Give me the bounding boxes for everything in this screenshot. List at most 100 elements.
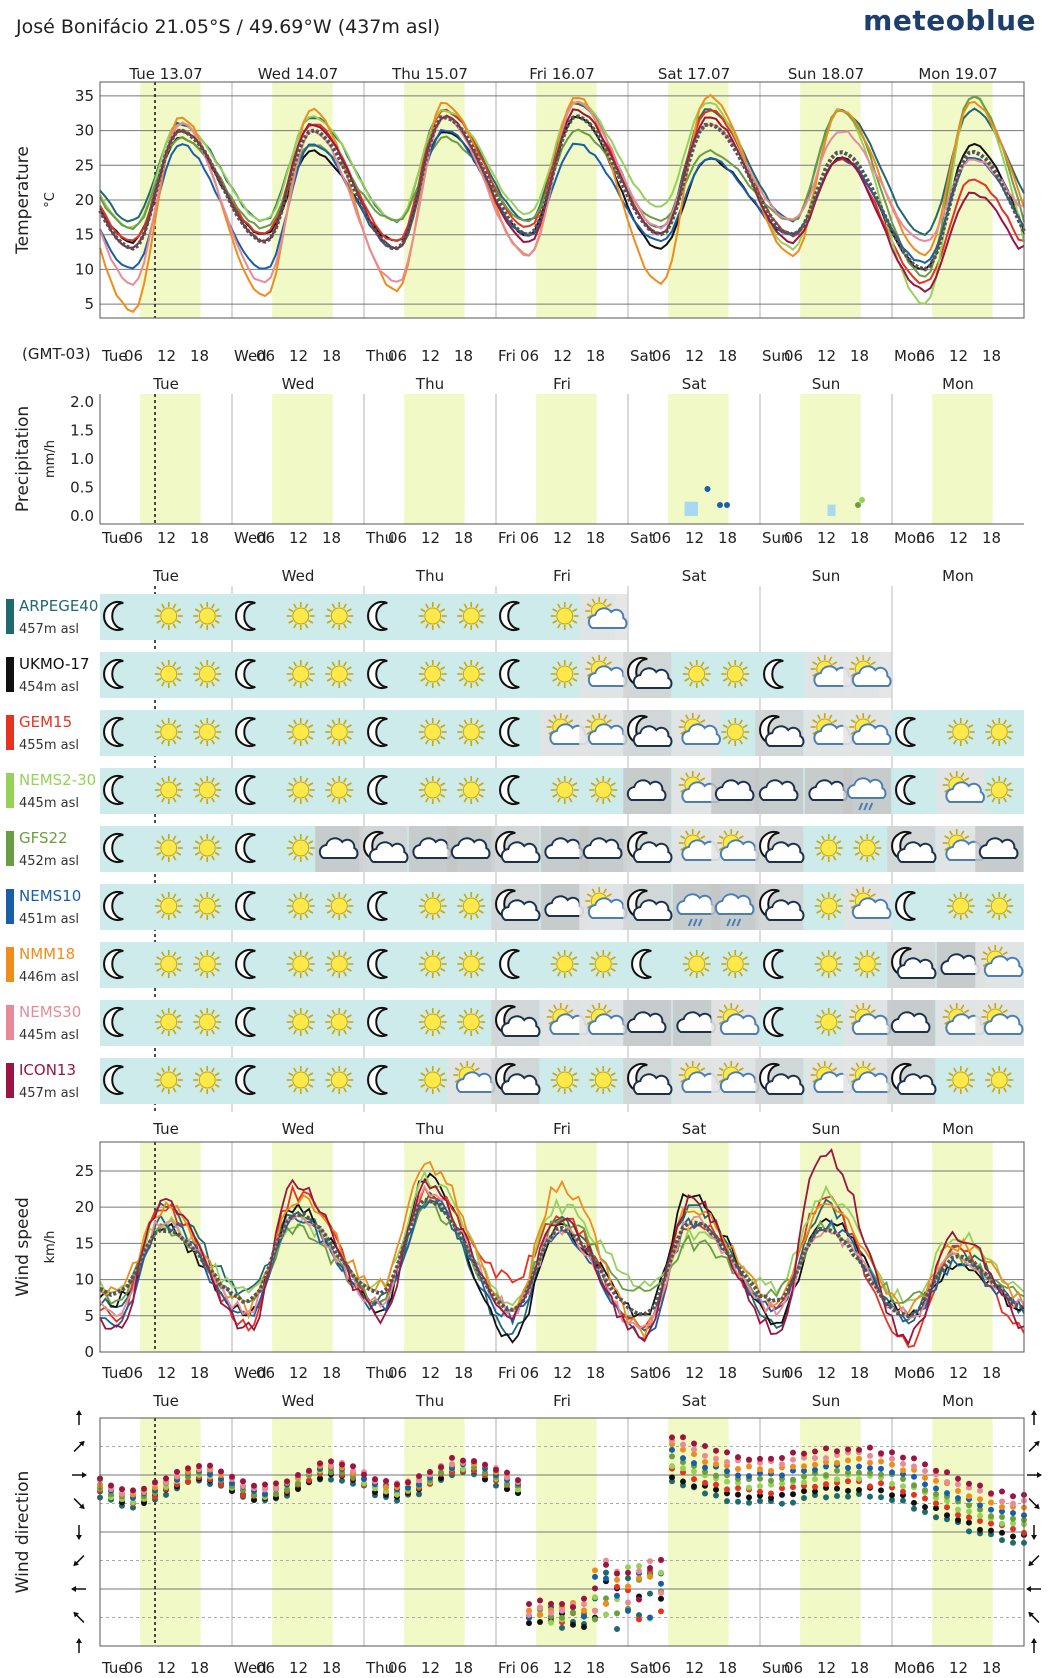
wind-direction-point bbox=[647, 1558, 653, 1565]
model-elevation-label: 457m asl bbox=[19, 1086, 79, 1101]
sun-icon bbox=[154, 776, 183, 804]
wind-direction-arrow-icon bbox=[73, 1555, 85, 1567]
cloud-icon bbox=[632, 1073, 673, 1095]
wind-direction-point bbox=[768, 1490, 774, 1497]
wind-direction-point bbox=[537, 1619, 543, 1626]
wind-direction-point bbox=[1010, 1493, 1016, 1500]
sun-icon bbox=[286, 718, 315, 746]
sun-icon bbox=[154, 1008, 183, 1036]
sun-icon bbox=[193, 892, 222, 920]
wind-direction-point bbox=[625, 1575, 631, 1582]
x-day-tick: Wed bbox=[234, 529, 267, 547]
wind-direction-point bbox=[317, 1460, 323, 1467]
sun-icon bbox=[193, 950, 222, 978]
x-hour-tick: 18 bbox=[190, 347, 209, 365]
wind-direction-point bbox=[856, 1455, 862, 1462]
cloud-icon bbox=[632, 899, 673, 921]
wind-direction-point bbox=[900, 1467, 906, 1474]
rain-icon bbox=[692, 918, 698, 927]
x-day-tick: Sun bbox=[762, 1364, 791, 1382]
wind-direction-point bbox=[768, 1477, 774, 1484]
sun-icon bbox=[286, 776, 315, 804]
x-hour-tick: 12 bbox=[817, 1364, 836, 1382]
wind-direction-point bbox=[867, 1452, 873, 1459]
cloud-icon bbox=[890, 1011, 931, 1033]
x-hour-tick: 12 bbox=[157, 1659, 176, 1677]
sun-icon bbox=[550, 950, 579, 978]
sun-icon bbox=[682, 660, 711, 688]
wind-direction-point bbox=[867, 1444, 873, 1451]
wind-direction-point bbox=[999, 1488, 1005, 1495]
x-day-tick: Thu bbox=[365, 347, 394, 365]
sun-icon bbox=[457, 892, 486, 920]
x-day-label: Wed bbox=[282, 1392, 315, 1410]
x-hour-tick: 18 bbox=[850, 347, 869, 365]
precip-point bbox=[717, 502, 723, 508]
x-day-tick: Sat bbox=[630, 347, 655, 365]
sun-icon bbox=[418, 1066, 447, 1094]
wind-direction-point bbox=[933, 1477, 939, 1484]
wind-direction-point bbox=[713, 1455, 719, 1462]
moon-icon bbox=[103, 659, 124, 689]
wind-direction-point bbox=[383, 1484, 389, 1491]
wind-mean-line bbox=[99, 1197, 1026, 1319]
sun-icon bbox=[985, 892, 1014, 920]
wind-direction-point bbox=[966, 1480, 972, 1487]
sun-icon bbox=[814, 1008, 843, 1036]
moon-icon bbox=[499, 717, 520, 747]
wind-direction-point bbox=[207, 1471, 213, 1478]
cloud-icon bbox=[500, 1015, 541, 1037]
wind-direction-point bbox=[174, 1468, 180, 1475]
x-hour-tick: 12 bbox=[949, 529, 968, 547]
wind-direction-point bbox=[614, 1570, 620, 1577]
sun-icon bbox=[193, 776, 222, 804]
x-hour-tick: 18 bbox=[190, 1364, 209, 1382]
wind-direction-point bbox=[581, 1607, 587, 1614]
wind-direction-point bbox=[977, 1482, 983, 1489]
y-axis-label: Wind speed bbox=[13, 1197, 33, 1297]
wind-direction-point bbox=[130, 1499, 136, 1506]
sun-icon bbox=[154, 602, 183, 630]
model-name-label: NEMS30 bbox=[19, 1003, 81, 1021]
sun-icon bbox=[985, 1066, 1014, 1094]
wind-direction-point bbox=[339, 1477, 345, 1484]
moon-icon bbox=[235, 949, 256, 979]
wind-direction-point bbox=[944, 1490, 950, 1497]
x-day-tick: Tue bbox=[101, 1659, 128, 1677]
cloud-icon bbox=[450, 837, 491, 859]
wind-direction-point bbox=[746, 1463, 752, 1470]
x-hour-tick: 18 bbox=[454, 1659, 473, 1677]
brand-logo[interactable]: meteoblue bbox=[863, 4, 1036, 37]
wind-direction-point bbox=[911, 1491, 917, 1498]
wind-direction-point bbox=[592, 1573, 598, 1580]
wind-direction-point bbox=[669, 1434, 675, 1441]
x-day-tick: Fri bbox=[498, 347, 516, 365]
x-hour-tick: 12 bbox=[289, 1659, 308, 1677]
y-axis-unit: °C bbox=[43, 192, 58, 208]
x-day-label: Fri bbox=[553, 1120, 571, 1138]
wind-direction-point bbox=[955, 1516, 961, 1523]
temp-series-line bbox=[99, 93, 1025, 314]
cloud-icon bbox=[626, 1011, 667, 1033]
wind-direction-point bbox=[812, 1483, 818, 1490]
wind-direction-point bbox=[284, 1478, 290, 1485]
wind-series-line bbox=[99, 1185, 1025, 1330]
wind-direction-point bbox=[702, 1464, 708, 1471]
x-hour-tick: 18 bbox=[850, 1364, 869, 1382]
wind-direction-point bbox=[845, 1493, 851, 1500]
wind-direction-point bbox=[944, 1512, 950, 1519]
x-hour-tick: 12 bbox=[949, 1364, 968, 1382]
wind-direction-point bbox=[845, 1457, 851, 1464]
wind-direction-point bbox=[350, 1468, 356, 1475]
wind-direction-point bbox=[856, 1486, 862, 1493]
precip-bar bbox=[827, 504, 836, 516]
x-day-label: Thu bbox=[415, 1392, 444, 1410]
symbol-row: ARPEGE40 457m asl bbox=[6, 594, 628, 640]
wind-direction-point bbox=[647, 1564, 653, 1571]
wind-direction-arrow-icon bbox=[1026, 1586, 1041, 1592]
wind-direction-point bbox=[284, 1487, 290, 1494]
x-hour-tick: 12 bbox=[685, 1659, 704, 1677]
wind-direction-point bbox=[977, 1502, 983, 1509]
rain-icon bbox=[697, 918, 703, 927]
y-axis-label: Wind direction bbox=[13, 1471, 33, 1594]
